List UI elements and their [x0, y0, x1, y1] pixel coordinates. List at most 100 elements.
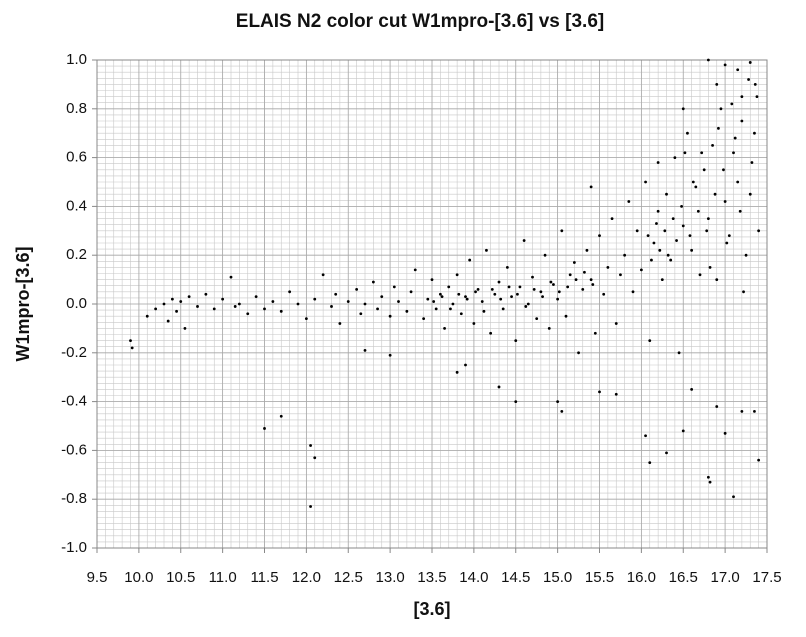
point: [166, 319, 170, 323]
point: [170, 297, 174, 301]
point: [715, 278, 719, 281]
point: [740, 119, 744, 123]
point: [591, 283, 595, 286]
point: [145, 314, 149, 318]
point: [753, 83, 757, 86]
point: [748, 192, 752, 196]
point: [598, 390, 601, 394]
point: [524, 305, 528, 308]
point: [510, 295, 513, 299]
point: [753, 409, 756, 413]
point: [658, 248, 662, 252]
point: [723, 63, 727, 67]
point: [681, 429, 685, 433]
point: [747, 78, 750, 81]
point: [346, 300, 350, 303]
point: [656, 161, 660, 164]
point: [162, 302, 166, 306]
point: [355, 287, 359, 291]
point: [426, 297, 430, 301]
point: [698, 273, 702, 277]
x-tick-label: 17.5: [752, 569, 781, 586]
point: [732, 495, 735, 499]
point: [652, 241, 656, 245]
point: [476, 287, 480, 291]
point: [681, 107, 685, 111]
point: [717, 126, 720, 130]
point: [279, 414, 283, 418]
point: [552, 283, 555, 286]
point: [627, 200, 631, 203]
y-tick-label: 0.2: [66, 246, 87, 263]
point: [733, 136, 737, 140]
point: [564, 314, 568, 318]
point: [380, 295, 384, 299]
point: [665, 451, 668, 455]
x-tick-label: 10.0: [124, 569, 153, 586]
point: [532, 287, 536, 291]
point: [539, 290, 543, 294]
point: [711, 144, 714, 147]
point: [309, 505, 312, 508]
point: [660, 278, 664, 281]
point: [196, 305, 199, 308]
point: [650, 258, 653, 262]
point: [723, 200, 727, 203]
point: [725, 241, 729, 245]
point: [472, 322, 476, 325]
x-tick-label: 11.0: [209, 569, 237, 586]
point: [392, 285, 396, 289]
point: [229, 275, 233, 279]
point: [464, 295, 467, 299]
point: [474, 290, 477, 294]
x-tick-label: 12.5: [334, 569, 363, 586]
point: [363, 302, 367, 306]
point: [686, 131, 689, 135]
y-tick-label: -1.0: [61, 539, 87, 556]
point: [598, 234, 601, 238]
point: [371, 280, 375, 284]
point: [304, 317, 308, 321]
x-tick-label: 14.5: [501, 569, 530, 586]
point: [468, 258, 472, 262]
point: [457, 292, 461, 296]
point: [549, 280, 553, 284]
x-tick-label: 16.0: [627, 569, 656, 586]
point: [675, 239, 678, 242]
point: [715, 405, 719, 408]
x-tick-label: 16.5: [669, 569, 698, 586]
point: [154, 307, 158, 311]
point: [490, 287, 494, 291]
point: [644, 434, 647, 438]
point: [309, 444, 312, 447]
point: [296, 302, 300, 306]
point: [505, 266, 509, 269]
point: [736, 180, 740, 184]
point: [589, 278, 593, 281]
point: [334, 292, 338, 296]
point: [422, 317, 426, 321]
point: [409, 290, 413, 294]
point: [736, 68, 740, 72]
point: [666, 253, 670, 257]
point: [464, 363, 467, 367]
y-tick-label: 1.0: [66, 51, 87, 68]
point: [644, 180, 647, 184]
point: [619, 273, 622, 277]
point: [646, 234, 650, 238]
point: [583, 270, 586, 274]
point: [522, 239, 526, 242]
point: [376, 307, 379, 311]
point: [447, 285, 451, 289]
point: [706, 217, 710, 221]
point: [713, 192, 717, 196]
point: [706, 58, 710, 62]
point: [455, 370, 459, 374]
point: [656, 209, 660, 213]
plot-frame: [96, 59, 768, 549]
point: [359, 312, 363, 316]
point: [501, 307, 505, 311]
point: [459, 312, 463, 316]
point: [465, 297, 469, 301]
point: [313, 297, 317, 301]
